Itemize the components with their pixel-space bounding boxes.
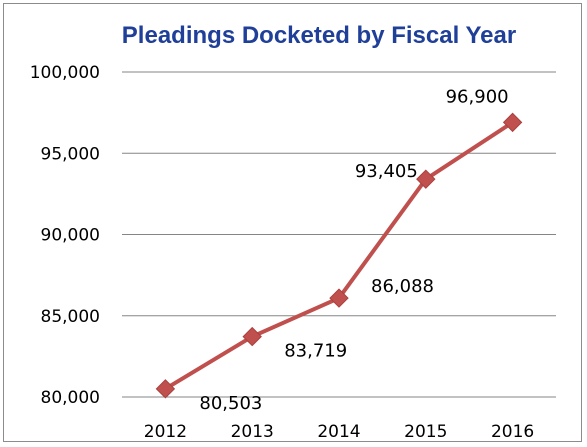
data-labels: 80,503 83,719 86,088 93,405 96,900 — [199, 86, 508, 413]
series-markers — [155, 112, 523, 399]
y-tick-label: 80,000 — [41, 388, 100, 408]
data-point-marker — [242, 326, 262, 347]
x-axis: 2012 2013 2014 2015 2016 — [144, 422, 534, 442]
y-tick-label: 85,000 — [41, 307, 100, 327]
data-point-marker — [502, 112, 523, 133]
y-tick-label: 90,000 — [41, 226, 100, 246]
chart-frame — [3, 3, 582, 442]
y-tick-label: 100,000 — [30, 63, 100, 83]
gridlines — [122, 71, 556, 398]
data-point-marker — [155, 379, 176, 399]
x-tick-label: 2016 — [491, 422, 534, 442]
x-tick-label: 2013 — [231, 422, 274, 442]
data-label: 83,719 — [284, 341, 347, 362]
data-label: 96,900 — [446, 86, 509, 107]
x-tick-label: 2012 — [144, 422, 187, 442]
y-axis: 80,000 85,000 90,000 95,000 100,000 — [30, 63, 100, 408]
data-point-marker — [329, 288, 349, 308]
data-point-marker — [416, 169, 436, 189]
x-tick-label: 2015 — [404, 422, 447, 442]
data-label: 93,405 — [355, 161, 418, 182]
data-label: 80,503 — [199, 393, 262, 414]
data-label: 86,088 — [371, 276, 434, 297]
y-tick-label: 95,000 — [41, 144, 100, 164]
chart-title: Pleadings Docketed by Fiscal Year — [122, 22, 516, 49]
x-tick-label: 2014 — [317, 422, 360, 442]
